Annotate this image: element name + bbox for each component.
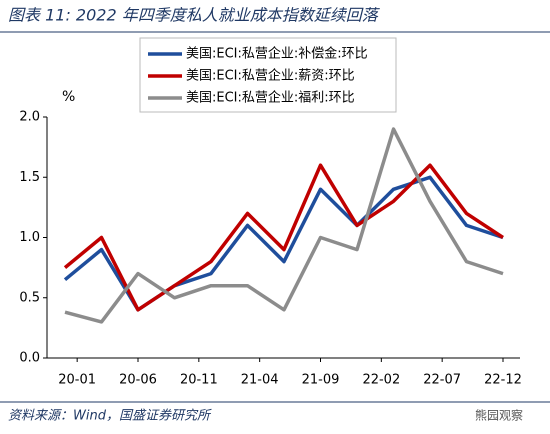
- y-tick-label: 0.5: [19, 290, 40, 305]
- series-line: [64, 127, 504, 324]
- series-line: [63, 163, 504, 312]
- x-tick-label: 20-11: [180, 373, 218, 388]
- legend-box: [139, 37, 397, 113]
- x-tick-label: 22-12: [484, 373, 522, 388]
- legend-label: 美国:ECI:私营企业:福利:环比: [186, 90, 355, 106]
- watermark: 熊园观察: [475, 408, 523, 423]
- x-tick-label: 20-06: [119, 373, 157, 388]
- x-tick-label: 22-02: [362, 373, 400, 388]
- x-tick-label: 20-01: [58, 373, 96, 388]
- x-tick-label: 21-04: [241, 373, 279, 388]
- y-tick-label: 0.0: [19, 351, 40, 366]
- x-tick-label: 21-09: [302, 373, 340, 388]
- y-tick-label: 2.0: [19, 110, 40, 125]
- legend-label: 美国:ECI:私营企业:补偿金:环比: [186, 46, 368, 62]
- x-tick-label: 22-07: [423, 373, 461, 388]
- y-axis-label: %: [62, 89, 75, 105]
- chart-title: 图表 11: 2022 年四季度私人就业成本指数延续回落: [8, 6, 381, 25]
- y-tick-label: 1.0: [19, 230, 40, 245]
- legend-label: 美国:ECI:私营企业:薪资:环比: [186, 68, 355, 84]
- series-line: [63, 175, 504, 312]
- source: 资料来源：Wind，国盛证券研究所: [8, 408, 212, 424]
- y-tick-label: 1.5: [19, 170, 40, 185]
